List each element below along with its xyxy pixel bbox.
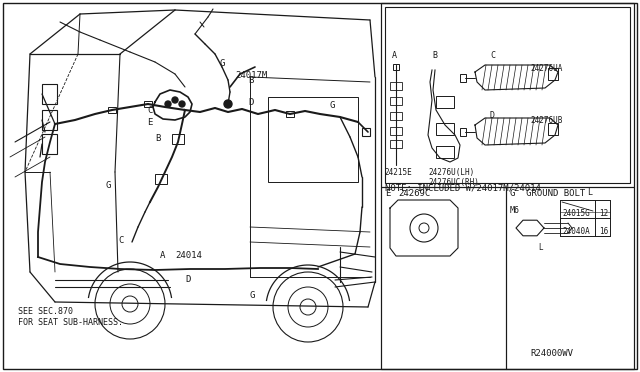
Text: A: A [160,250,165,260]
Text: SEE SEC.870
FOR SEAT SUB-HARNESS.: SEE SEC.870 FOR SEAT SUB-HARNESS. [18,307,123,327]
Text: A: A [392,51,397,60]
Bar [460,74,466,82]
Bar [362,128,370,136]
Bar [548,68,558,80]
Circle shape [179,101,185,107]
Circle shape [172,97,178,103]
Bar [390,127,402,135]
Bar [42,110,57,130]
Text: 24276U(LH): 24276U(LH) [428,167,474,176]
Circle shape [165,101,171,107]
Text: R24000WV: R24000WV [530,350,573,359]
Text: L: L [538,244,543,253]
Text: B: B [432,51,437,60]
Bar [436,123,454,135]
Text: D: D [248,97,253,106]
Bar [390,112,402,120]
Text: C: C [147,106,152,115]
Bar [42,84,57,104]
Bar [460,128,466,136]
Text: G: G [105,180,110,189]
Text: NOTE: INCLUDED W/24017M/24014: NOTE: INCLUDED W/24017M/24014 [385,183,541,192]
Text: G  GROUND BOLT: G GROUND BOLT [510,189,585,198]
Bar [436,146,454,158]
Text: C: C [490,51,495,60]
Bar [172,134,184,144]
Bar [506,187,634,369]
Text: 24014: 24014 [175,250,202,260]
Bar [390,97,402,105]
Text: 12: 12 [599,208,608,218]
Text: D: D [185,276,190,285]
Text: G: G [220,58,225,67]
Text: G: G [330,100,335,109]
Text: B: B [248,76,253,84]
Text: 24017M: 24017M [235,71,268,80]
Bar [144,101,152,107]
Bar [381,3,634,369]
Text: 24276UB: 24276UB [530,115,563,125]
Bar [381,3,634,187]
Bar [268,97,358,182]
Text: 24276UA: 24276UA [530,64,563,73]
Bar [548,123,558,135]
Text: B: B [155,134,161,142]
Text: G: G [250,291,255,299]
Bar [381,187,506,369]
Text: 24276UC(RH): 24276UC(RH) [428,177,479,186]
Text: 24215E: 24215E [384,167,412,176]
Text: C: C [118,235,124,244]
Text: M6: M6 [510,205,520,215]
Bar [155,174,167,184]
Circle shape [224,100,232,108]
Text: 16: 16 [599,227,608,235]
Bar [390,82,402,90]
Bar [42,134,57,154]
Bar [436,96,454,108]
Text: E: E [385,189,390,198]
Text: 24015G: 24015G [562,208,589,218]
Text: L: L [588,187,593,196]
Text: 24269C: 24269C [398,189,430,198]
Bar [385,7,630,183]
Text: D: D [490,110,495,119]
Bar [108,107,116,113]
Bar [286,111,294,117]
Bar [390,140,402,148]
Text: E: E [147,118,152,126]
Bar [393,64,399,70]
Text: 24040A: 24040A [562,227,589,235]
